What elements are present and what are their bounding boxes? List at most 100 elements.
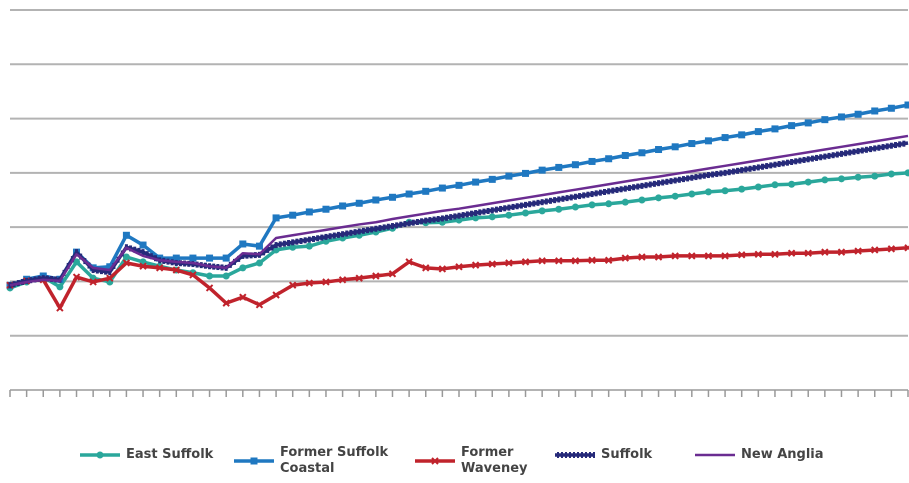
line-texture [619,186,623,193]
line-texture [698,173,702,180]
marker [255,242,263,250]
line-texture [490,207,494,214]
swatch-texture [589,452,591,458]
marker [355,274,363,282]
marker [571,161,579,169]
line-texture [503,205,507,212]
line-texture [95,267,99,274]
line-texture [623,185,627,192]
marker [638,253,646,261]
line-texture [544,198,548,205]
line-texture [440,215,444,222]
marker [671,192,679,200]
line-texture [41,275,45,282]
marker [488,260,496,268]
marker [638,196,646,204]
line-texture [731,168,735,175]
line-texture [519,202,523,209]
marker [538,207,546,215]
marker [588,256,596,264]
marker [505,172,513,180]
line-texture [644,182,648,189]
line-texture [390,223,394,230]
line-texture [507,204,511,211]
marker [438,218,446,226]
swatch-texture [565,452,567,458]
marker [189,271,197,279]
marker [339,202,347,210]
marker [621,151,629,159]
marker [655,146,663,154]
marker [621,198,629,206]
line-texture [736,167,740,174]
line-texture [536,199,540,206]
line-texture [332,232,336,239]
marker [538,166,546,174]
marker [422,264,430,272]
marker [239,293,247,301]
swatch-texture [585,452,587,458]
legend-swatch [555,452,595,458]
line-texture [665,178,669,185]
line-texture [474,210,478,217]
line-texture [765,163,769,170]
line-texture [137,247,141,254]
marker [854,247,862,255]
marker [521,258,530,266]
marker [488,213,496,221]
line-texture [727,169,731,176]
line-texture [773,161,777,168]
marker [555,205,563,213]
marker [604,256,613,264]
line-texture [532,200,536,207]
line-texture [827,152,831,159]
line-texture [852,148,856,155]
marker [139,241,147,249]
line-texture [548,197,552,204]
line-texture [382,224,386,231]
line-texture [860,147,864,154]
line-texture [881,144,885,151]
line-texture [241,252,245,259]
marker [405,258,413,266]
marker [438,184,446,192]
line-texture [652,180,656,187]
line-texture [615,186,619,193]
marker [106,274,114,282]
line-texture [586,191,590,198]
marker [222,254,230,262]
line-texture [453,213,457,220]
line-texture [669,178,673,185]
line-texture [445,214,449,221]
line-texture [677,176,681,183]
line-texture [823,153,827,160]
line-texture [769,162,773,169]
line-texture [873,145,877,152]
marker [588,201,596,209]
marker [239,240,247,248]
swatch-texture [561,452,563,458]
line-texture [723,169,727,176]
legend-swatch [80,451,120,459]
marker [704,137,712,145]
marker [72,273,81,281]
line-texture [561,195,565,202]
swatch-texture [593,452,595,458]
line-texture [482,208,486,215]
marker [106,263,114,271]
marker [904,244,909,252]
line-texture [744,166,748,173]
line-texture [145,251,149,258]
line-texture [603,188,607,195]
line-texture [357,228,361,235]
marker [588,157,596,165]
line-texture [528,201,532,208]
line-texture [810,155,814,162]
marker [787,249,796,257]
line-texture [245,252,249,259]
marker [405,190,413,198]
legend-item: East Suffolk [78,445,213,465]
marker [122,259,131,267]
line-texture [740,167,744,174]
line-texture [424,217,428,224]
